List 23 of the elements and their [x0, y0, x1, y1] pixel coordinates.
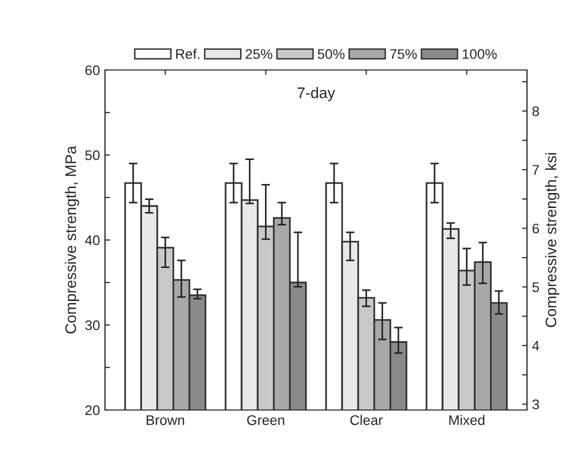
- legend-label: Ref.: [176, 48, 200, 59]
- y-axis-title: Compressive strength, MPa: [64, 146, 80, 334]
- y2-tick-label: 5: [532, 282, 540, 292]
- y2-tick-label: 7: [532, 165, 539, 175]
- y-tick-label: 50: [85, 150, 100, 160]
- x-tick-label: Green: [247, 415, 284, 426]
- y-tick-label: 60: [85, 65, 100, 76]
- legend-label: 75%: [390, 49, 417, 59]
- x-tick-label: Clear: [350, 414, 383, 426]
- legend-label: 25%: [246, 49, 272, 59]
- y2-tick-label: 4: [532, 340, 540, 351]
- y-tick-label: 30: [85, 320, 100, 330]
- x-tick-label: Brown: [146, 415, 184, 426]
- y2-tick-label: 6: [532, 224, 539, 234]
- x-tick-label: Mixed: [449, 414, 484, 426]
- legend-label: 100%: [462, 49, 497, 59]
- y2-tick-label: 3: [532, 399, 539, 410]
- y-tick-label: 20: [85, 405, 100, 416]
- y-tick-label: 40: [85, 235, 100, 246]
- legend-label: 50%: [318, 49, 345, 59]
- y2-axis-title: Compressive strength, ksi: [545, 153, 560, 328]
- annotation: 7-day: [298, 87, 336, 102]
- y2-tick-label: 8: [532, 106, 539, 116]
